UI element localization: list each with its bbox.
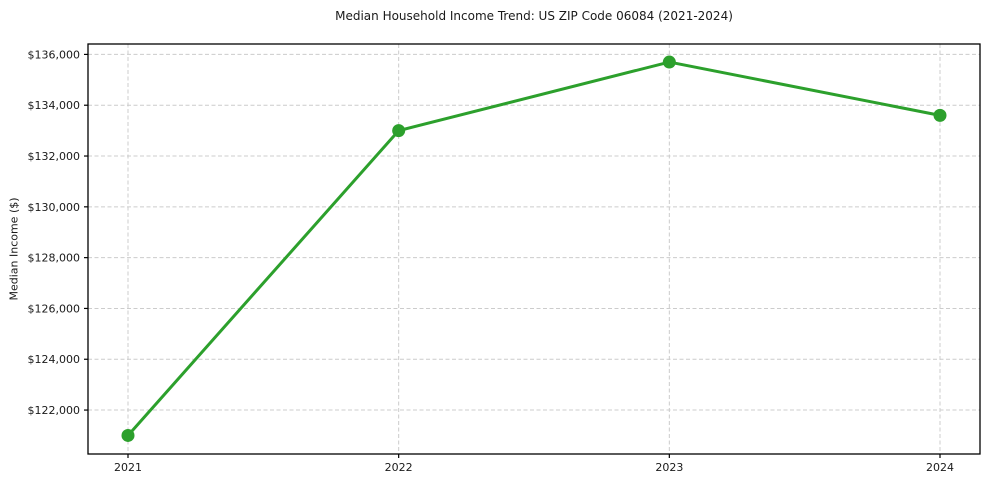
x-tick-label: 2022 [385,461,413,474]
y-tick-label: $122,000 [28,404,81,417]
x-tick-label: 2023 [655,461,683,474]
data-point-2022 [392,124,406,138]
y-tick-label: $130,000 [28,201,81,214]
chart-title: Median Household Income Trend: US ZIP Co… [335,9,733,23]
trend-line [126,60,942,437]
y-tick-label: $136,000 [28,48,81,61]
y-tick-label: $134,000 [28,99,81,112]
x-tick-label: 2024 [926,461,954,474]
y-tick-label: $124,000 [28,353,81,366]
data-point-2024 [933,108,947,122]
x-tick-label: 2021 [114,461,142,474]
plot-area-border [87,43,981,455]
data-point-2023 [662,55,676,69]
y-axis-label: Median Income ($) [7,197,21,301]
data-point-2021 [121,428,135,442]
y-tick-label: $128,000 [28,252,81,265]
y-tick-label: $132,000 [28,150,81,163]
y-tick-label: $126,000 [28,302,81,315]
